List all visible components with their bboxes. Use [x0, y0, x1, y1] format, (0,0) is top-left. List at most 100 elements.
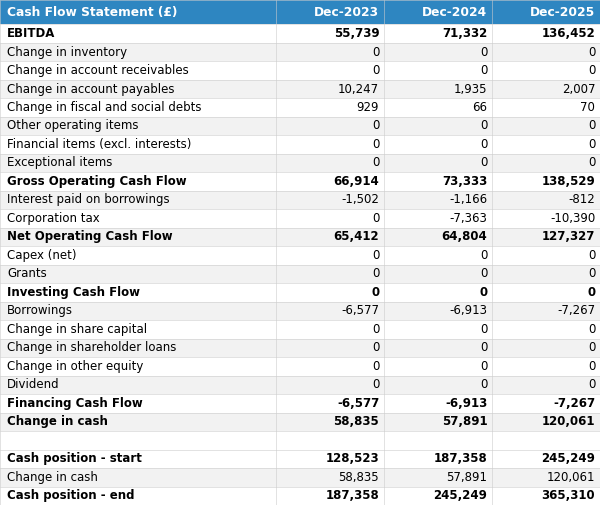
Text: 0: 0	[372, 45, 379, 59]
Text: 0: 0	[372, 212, 379, 225]
Text: 0: 0	[372, 268, 379, 280]
Text: 0: 0	[588, 360, 595, 373]
Bar	[492, 394, 600, 413]
Text: 0: 0	[588, 378, 595, 391]
Bar	[0, 486, 276, 505]
Bar	[276, 117, 384, 135]
Text: 57,891: 57,891	[442, 415, 487, 428]
Bar	[0, 191, 276, 209]
Bar	[0, 357, 276, 376]
Bar	[492, 117, 600, 135]
Bar	[492, 265, 600, 283]
Text: Net Operating Cash Flow: Net Operating Cash Flow	[7, 230, 173, 243]
Bar	[0, 0, 276, 24]
Bar	[384, 301, 492, 320]
Text: 66: 66	[472, 101, 487, 114]
Text: 0: 0	[480, 268, 487, 280]
Bar	[492, 154, 600, 172]
Text: 245,249: 245,249	[541, 452, 595, 465]
Text: Dec-2023: Dec-2023	[314, 6, 379, 19]
Text: 0: 0	[372, 249, 379, 262]
Bar	[492, 339, 600, 357]
Text: Grants: Grants	[7, 268, 47, 280]
Text: 0: 0	[588, 323, 595, 336]
Bar	[492, 24, 600, 43]
Bar	[384, 135, 492, 154]
Text: Financial items (excl. interests): Financial items (excl. interests)	[7, 138, 191, 151]
Bar	[492, 135, 600, 154]
Text: 0: 0	[372, 138, 379, 151]
Bar	[492, 320, 600, 339]
Text: 2,007: 2,007	[562, 82, 595, 95]
Text: 0: 0	[588, 120, 595, 132]
Text: -6,913: -6,913	[445, 397, 487, 410]
Bar	[0, 80, 276, 98]
Text: 64,804: 64,804	[442, 230, 487, 243]
Text: -7,267: -7,267	[557, 305, 595, 317]
Bar	[384, 468, 492, 486]
Text: Change in cash: Change in cash	[7, 471, 98, 484]
Text: 187,358: 187,358	[325, 489, 379, 502]
Text: 0: 0	[480, 323, 487, 336]
Text: 0: 0	[588, 64, 595, 77]
Text: 0: 0	[372, 360, 379, 373]
Bar	[0, 135, 276, 154]
Bar	[384, 80, 492, 98]
Bar	[492, 468, 600, 486]
Bar	[276, 468, 384, 486]
Text: 73,333: 73,333	[442, 175, 487, 188]
Bar	[384, 154, 492, 172]
Text: 127,327: 127,327	[542, 230, 595, 243]
Text: Dividend: Dividend	[7, 378, 60, 391]
Text: -6,577: -6,577	[341, 305, 379, 317]
Bar	[492, 228, 600, 246]
Text: 0: 0	[372, 64, 379, 77]
Bar	[276, 449, 384, 468]
Text: 58,835: 58,835	[338, 471, 379, 484]
Text: 55,739: 55,739	[334, 27, 379, 40]
Text: 0: 0	[588, 341, 595, 355]
Text: -812: -812	[568, 193, 595, 207]
Bar	[492, 283, 600, 301]
Bar	[492, 0, 600, 24]
Bar	[276, 339, 384, 357]
Bar	[0, 283, 276, 301]
Bar	[0, 339, 276, 357]
Bar	[0, 431, 276, 449]
Text: -6,913: -6,913	[449, 305, 487, 317]
Bar	[276, 209, 384, 228]
Bar	[492, 209, 600, 228]
Bar	[384, 486, 492, 505]
Bar	[0, 246, 276, 265]
Text: Dec-2025: Dec-2025	[530, 6, 595, 19]
Text: Change in inventory: Change in inventory	[7, 45, 127, 59]
Bar	[0, 172, 276, 191]
Bar	[0, 265, 276, 283]
Text: 245,249: 245,249	[433, 489, 487, 502]
Bar	[384, 265, 492, 283]
Bar	[492, 191, 600, 209]
Bar	[384, 283, 492, 301]
Bar	[384, 339, 492, 357]
Text: 66,914: 66,914	[334, 175, 379, 188]
Bar	[492, 80, 600, 98]
Bar	[384, 246, 492, 265]
Text: 0: 0	[588, 45, 595, 59]
Bar	[0, 468, 276, 486]
Bar	[0, 228, 276, 246]
Bar	[276, 98, 384, 117]
Text: EBITDA: EBITDA	[7, 27, 56, 40]
Bar	[492, 431, 600, 449]
Bar	[384, 394, 492, 413]
Bar	[384, 0, 492, 24]
Text: 120,061: 120,061	[547, 471, 595, 484]
Text: 0: 0	[371, 286, 379, 299]
Bar	[0, 413, 276, 431]
Bar	[384, 449, 492, 468]
Bar	[384, 61, 492, 80]
Text: Change in share capital: Change in share capital	[7, 323, 148, 336]
Text: 0: 0	[588, 268, 595, 280]
Text: 0: 0	[372, 341, 379, 355]
Text: Change in cash: Change in cash	[7, 415, 108, 428]
Bar	[0, 449, 276, 468]
